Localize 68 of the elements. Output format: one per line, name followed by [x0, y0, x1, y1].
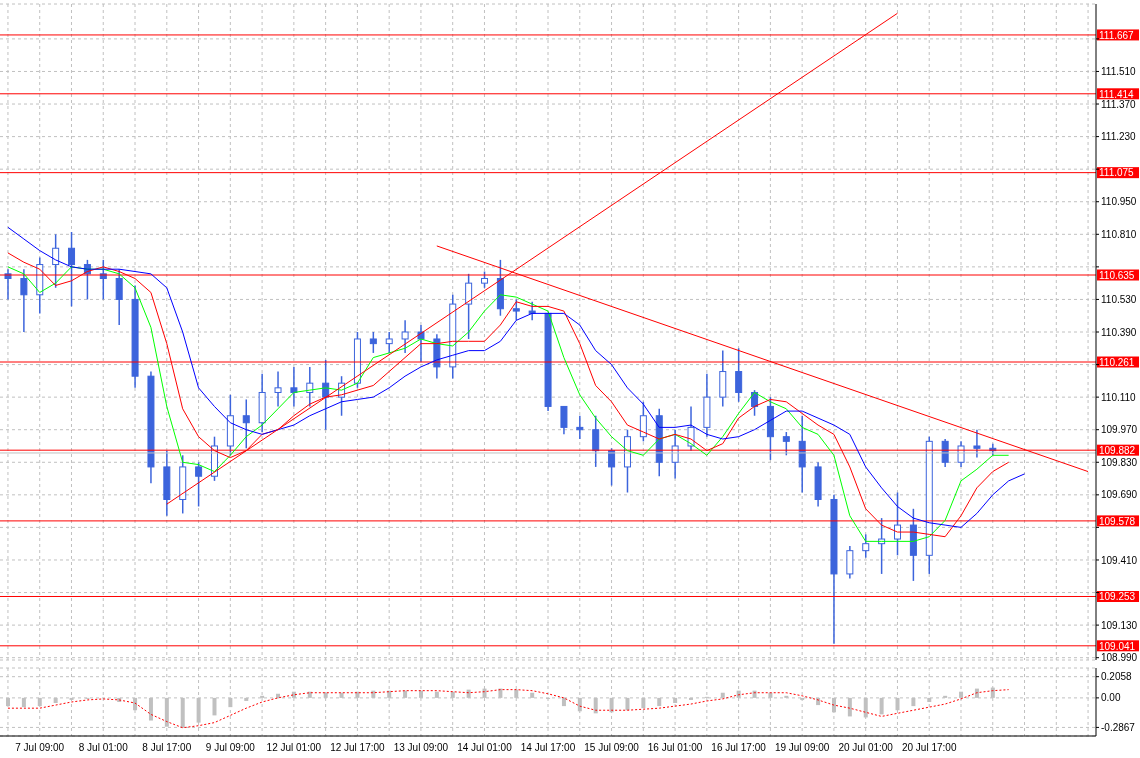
- candlestick: [401, 319, 409, 354]
- candlestick: [878, 517, 886, 575]
- candlestick: [195, 461, 203, 508]
- candlestick: [528, 301, 536, 322]
- candlestick: [369, 331, 377, 354]
- candlestick: [20, 268, 28, 333]
- candlestick: [417, 324, 425, 363]
- y-tick-label: 110.110: [1101, 391, 1137, 403]
- candlestick: [639, 401, 647, 443]
- y-tick-label: 110.810: [1101, 228, 1137, 240]
- y-tick-label: 110.530: [1101, 293, 1137, 305]
- y-tick-label: 111.510: [1101, 66, 1137, 78]
- candlestick: [274, 370, 282, 408]
- candlestick: [52, 233, 60, 289]
- candlestick: [465, 273, 473, 340]
- y-tick-label: 109.970: [1101, 424, 1138, 436]
- y-tick-label: 0.00: [1101, 692, 1121, 704]
- x-tick-label: 20 Jul 17:00: [901, 742, 957, 754]
- x-tick-label: 20 Jul 01:00: [838, 742, 894, 754]
- candlestick: [512, 298, 520, 322]
- y-tick-label: 111.370: [1101, 98, 1137, 110]
- candlestick: [115, 268, 123, 326]
- x-tick-label: 8 Jul 17:00: [142, 742, 192, 754]
- y-tick-label: 109.830: [1101, 456, 1138, 468]
- ref-line-label: 109.882: [1099, 444, 1136, 456]
- x-tick-label: 14 Jul 17:00: [520, 742, 576, 754]
- x-tick-label: 8 Jul 01:00: [78, 742, 129, 754]
- candlestick: [735, 347, 743, 403]
- candlestick: [68, 231, 76, 308]
- y-tick-label: -0.2867: [1101, 721, 1136, 733]
- ref-line-label: 110.635: [1099, 269, 1135, 281]
- ref-line-label: 110.261: [1099, 356, 1135, 368]
- candlestick: [782, 431, 790, 457]
- x-tick-label: 13 Jul 09:00: [393, 742, 449, 754]
- x-tick-label: 9 Jul 09:00: [205, 742, 256, 754]
- x-tick-label: 19 Jul 09:00: [774, 742, 830, 754]
- candlestick: [846, 545, 854, 580]
- ref-line-label: 109.041: [1099, 640, 1136, 652]
- ref-line-label: 111.414: [1099, 88, 1135, 100]
- candlestick: [592, 414, 600, 468]
- x-tick-label: 16 Jul 17:00: [711, 742, 767, 754]
- candlestick: [290, 366, 298, 408]
- x-tick-label: 14 Jul 01:00: [457, 742, 513, 754]
- x-tick-label: 12 Jul 01:00: [266, 742, 322, 754]
- ref-line-label: 109.578: [1099, 515, 1136, 527]
- ref-line-label: 111.075: [1099, 167, 1135, 179]
- x-tick-label: 15 Jul 09:00: [584, 742, 640, 754]
- y-tick-label: 108.990: [1101, 652, 1138, 664]
- candlestick: [560, 405, 568, 436]
- candlestick: [242, 398, 250, 450]
- x-tick-label: 7 Jul 09:00: [15, 742, 65, 754]
- y-tick-label: 0.2058: [1101, 671, 1133, 683]
- x-tick-label: 16 Jul 01:00: [647, 742, 703, 754]
- ref-line-label: 109.253: [1099, 591, 1136, 603]
- y-tick-label: 109.410: [1101, 554, 1138, 566]
- candlestick: [894, 491, 902, 557]
- line-series: [7, 689, 1010, 729]
- candlestick: [973, 428, 981, 459]
- y-tick-label: 109.690: [1101, 489, 1138, 501]
- candlestick: [576, 414, 584, 440]
- candlestick: [385, 331, 393, 354]
- y-tick-label: 109.130: [1101, 619, 1138, 631]
- y-tick-label: 111.230: [1101, 131, 1137, 143]
- y-tick-label: 110.950: [1101, 196, 1137, 208]
- ref-line-label: 111.667: [1099, 29, 1135, 41]
- y-tick-label: 110.390: [1101, 326, 1137, 338]
- candlestick: [862, 533, 870, 559]
- x-tick-label: 12 Jul 17:00: [330, 742, 386, 754]
